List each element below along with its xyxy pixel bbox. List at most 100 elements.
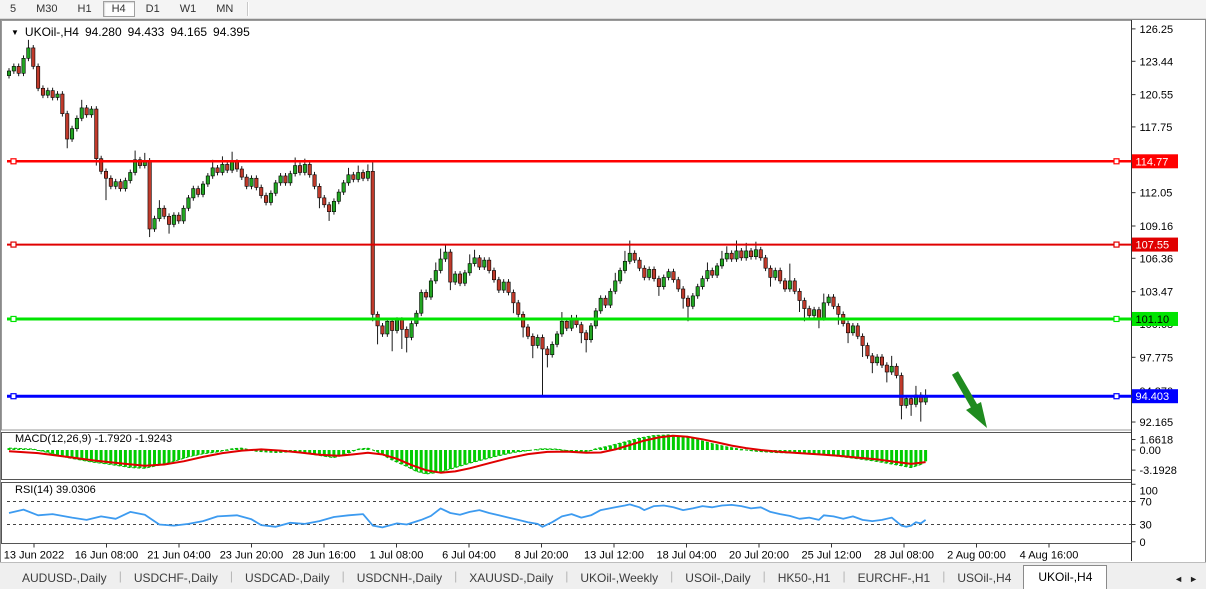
macd-bar — [240, 448, 244, 450]
macd-bar — [313, 450, 316, 455]
candle-body — [453, 273, 458, 283]
candle-body — [821, 302, 826, 319]
candle-body — [157, 207, 162, 219]
hline-101.10[interactable]: 101.10 — [7, 311, 1178, 326]
candle-body — [205, 175, 210, 185]
macd-bar — [380, 450, 384, 455]
macd-signal-line — [8, 434, 926, 474]
trend-arrow-annotation[interactable] — [951, 371, 987, 428]
candle-body — [802, 300, 807, 309]
candle-body — [715, 265, 720, 276]
hline-handle[interactable] — [1113, 241, 1120, 248]
candle-body — [307, 164, 312, 176]
macd-bar — [128, 450, 132, 468]
price-axis-scale[interactable]: 126.25 123.44 120.55 117.75 112.05 109.16 106.… — [1131, 24, 1174, 429]
hline-handle[interactable] — [1113, 393, 1120, 400]
macd-bar — [642, 437, 646, 450]
chart-tab-usdcnh-daily[interactable]: USDCNH-,Daily — [356, 571, 443, 585]
macd-tick-label: 0.00 — [1140, 445, 1161, 457]
macd-bar — [812, 450, 816, 454]
candle-body — [516, 302, 521, 315]
candle-body — [50, 90, 55, 98]
timeframe-button-w1[interactable]: W1 — [179, 3, 197, 15]
chart-ohlc-high: 94.433 — [127, 25, 165, 39]
candle-body — [230, 161, 235, 171]
macd-bar — [162, 450, 166, 464]
hline-handle[interactable] — [1113, 158, 1120, 165]
macd-bar — [841, 450, 845, 457]
candle-body — [254, 177, 259, 188]
timeframe-button-5[interactable]: 5 — [10, 3, 17, 15]
hline-107.55[interactable]: 107.55 — [7, 237, 1178, 252]
hline-handle[interactable] — [10, 393, 17, 400]
symbol-dropdown-icon[interactable]: ▼ — [11, 27, 19, 37]
tab-scroll-left-icon[interactable]: ◄ — [1174, 574, 1184, 584]
candle-body — [36, 66, 41, 89]
macd-bar — [638, 438, 641, 450]
macd-bar — [17, 448, 21, 450]
chart-tab-hk50-h1[interactable]: HK50-,H1 — [777, 571, 831, 585]
timeframe-button-h1[interactable]: H1 — [77, 3, 92, 15]
candle-body — [234, 161, 239, 170]
candle-body — [782, 280, 787, 290]
chart-tab-usoil-daily[interactable]: USOil-,Daily — [685, 571, 751, 585]
hline-handle[interactable] — [10, 315, 17, 323]
macd-bar — [303, 450, 307, 454]
timeframe-button-h4[interactable]: H4 — [102, 1, 135, 17]
candle-body — [302, 164, 307, 173]
tab-separator: | — [118, 568, 122, 583]
hline-handle[interactable] — [1113, 315, 1120, 323]
candle-body — [385, 320, 390, 335]
date-tick-label: 4 Aug 16:00 — [1020, 550, 1079, 562]
candle-body — [137, 159, 142, 166]
chart-tab-ukoil-h4[interactable]: UKOil-,H4 — [1023, 565, 1108, 589]
date-axis-scale[interactable]: 13 Jun 2022 16 Jun 08:00 21 Jun 04:00 23 Ju… — [4, 543, 1079, 562]
candle-body — [113, 181, 118, 187]
candle-body — [26, 47, 31, 59]
macd-bar — [119, 450, 122, 467]
rsi-tick-label: 30 — [1140, 520, 1152, 532]
macd-bar — [584, 450, 588, 452]
candle-body — [249, 177, 254, 187]
chart-tab-usdchf-daily[interactable]: USDCHF-,Daily — [133, 571, 218, 585]
macd-bar — [201, 450, 205, 454]
macd-bar — [652, 435, 656, 450]
timeframe-button-mn[interactable]: MN — [216, 3, 234, 15]
candle-body — [787, 280, 792, 290]
candle-body — [710, 270, 715, 276]
candle-body — [433, 270, 438, 282]
chart-tab-usoil-h4[interactable]: USOil-,H4 — [957, 571, 1012, 585]
macd-bar — [507, 450, 510, 454]
macd-bar — [798, 450, 801, 454]
candle-body — [700, 278, 705, 287]
timeframe-button-d1[interactable]: D1 — [145, 3, 160, 15]
macd-bar — [157, 450, 161, 466]
chart-tab-usdcad-daily[interactable]: USDCAD-,Daily — [244, 571, 330, 585]
hline-handle[interactable] — [10, 241, 17, 248]
date-tick-label: 13 Jul 12:00 — [584, 550, 644, 562]
macd-bar — [453, 450, 457, 468]
chart-background — [1, 20, 1203, 560]
timeframe-button-m30[interactable]: M30 — [36, 3, 58, 15]
chart-tab-eurchf-h1[interactable]: EURCHF-,H1 — [857, 571, 931, 585]
hline-94.403[interactable]: 94.403 — [7, 389, 1178, 404]
hline-114.77[interactable]: 114.77 — [7, 154, 1178, 169]
chart-tab-xauusd-daily[interactable]: XAUUSD-,Daily — [469, 571, 554, 585]
hline-handle[interactable] — [10, 158, 17, 165]
macd-bar — [138, 450, 142, 469]
candle-body — [467, 263, 472, 274]
candle-body — [729, 252, 734, 260]
chart-tab-audusd-daily[interactable]: AUDUSD-,Daily — [22, 571, 107, 585]
macd-bar — [225, 449, 229, 451]
tab-scroll-right-icon[interactable]: ► — [1189, 574, 1198, 584]
macd-bar — [793, 450, 797, 454]
chart-tab-ukoil-weekly[interactable]: UKOil-,Weekly — [580, 571, 659, 585]
macd-bar — [565, 450, 569, 451]
macd-bar — [919, 450, 923, 465]
candle-body — [283, 175, 288, 184]
macd-bar — [832, 450, 835, 456]
macd-bar — [75, 450, 79, 460]
macd-bar — [502, 450, 506, 455]
